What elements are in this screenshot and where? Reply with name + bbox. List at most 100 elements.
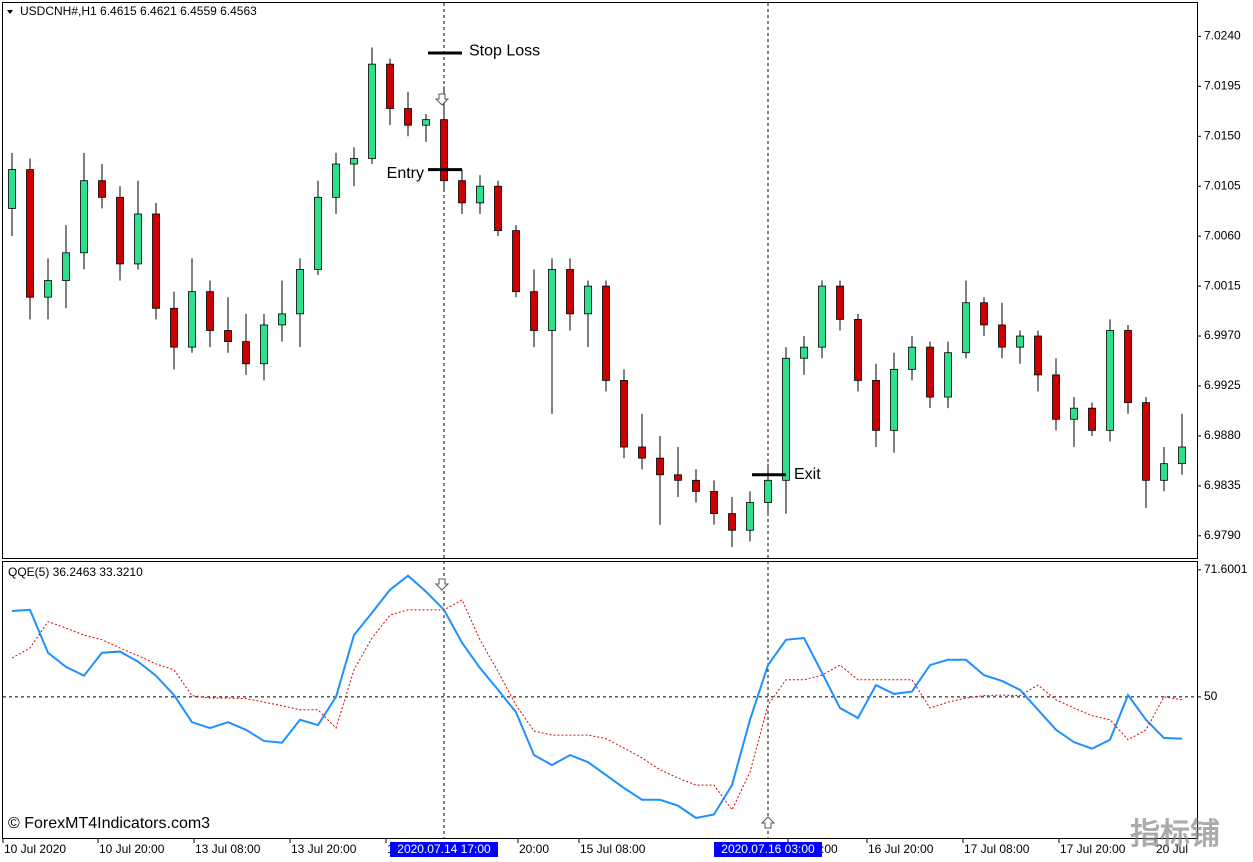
x-tick-label: 17 Jul 08:00 xyxy=(964,842,1030,856)
candle-body xyxy=(1052,374,1060,420)
x-tick-label: 16 Jul 20:00 xyxy=(868,842,934,856)
y-tick-label: 7.0105 xyxy=(1204,178,1241,192)
stop-loss-label: Stop Loss xyxy=(469,42,540,59)
candle-body xyxy=(530,291,538,331)
candle-body xyxy=(224,330,232,342)
candle-body xyxy=(1106,330,1114,431)
candle-body xyxy=(890,368,898,431)
candle-body xyxy=(296,269,304,315)
sell-arrow xyxy=(434,578,450,591)
candle-body xyxy=(944,352,952,398)
candle-body xyxy=(440,119,448,182)
candle-body xyxy=(116,196,124,265)
candle-body xyxy=(368,63,376,159)
x-tick-label: 20 Jul xyxy=(1156,842,1188,856)
candle-body xyxy=(494,185,502,232)
candle-body xyxy=(98,180,106,198)
y-tick-label: 7.0060 xyxy=(1204,228,1241,242)
price-panel xyxy=(2,2,1198,559)
candle-body xyxy=(386,63,394,109)
x-tick-label: 17 Jul 20:00 xyxy=(1060,842,1126,856)
crosshair-label: 2020.07.16 03:00 xyxy=(721,842,815,856)
x-tick-label: 20:00 xyxy=(519,842,549,856)
candle-body xyxy=(782,357,790,481)
candle-body xyxy=(854,318,862,381)
candle-body xyxy=(332,163,340,198)
candle-body xyxy=(836,285,844,320)
candle-body xyxy=(998,324,1006,348)
sell-arrow xyxy=(434,93,450,106)
candle-body xyxy=(656,457,664,476)
crosshair-label-box xyxy=(714,842,822,857)
candle-body xyxy=(8,169,16,209)
candle-body xyxy=(1178,446,1186,465)
candle-body xyxy=(692,479,700,492)
indicator-panel xyxy=(2,561,1198,839)
candle-body xyxy=(566,269,574,315)
candle-body xyxy=(800,346,808,359)
y-tick-label: 7.0150 xyxy=(1204,128,1241,142)
candle-body xyxy=(512,230,520,293)
candle-body xyxy=(584,285,592,315)
candle-body xyxy=(206,291,214,331)
y-tick-label: 6.9880 xyxy=(1204,428,1241,442)
candle-body xyxy=(242,341,250,365)
y-tick-label: 7.0195 xyxy=(1204,79,1241,93)
candle-body xyxy=(872,380,880,431)
exit-label: Exit xyxy=(794,466,821,483)
x-tick-label: 13 Jul 20:00 xyxy=(291,842,357,856)
watermark: © ForexMT4Indicators.com3 xyxy=(8,815,210,832)
candle-body xyxy=(1142,402,1150,481)
candle-body xyxy=(746,502,754,531)
y-tick-label: 71.6001 xyxy=(1204,562,1248,576)
logo: 指标铺 xyxy=(1130,818,1220,851)
candle-body xyxy=(728,513,736,531)
candle-body xyxy=(1088,407,1096,431)
candle-body xyxy=(278,313,286,326)
qqe-line xyxy=(11,574,1183,820)
crosshair-label-box xyxy=(390,842,498,857)
candle-body xyxy=(638,446,646,459)
candle-body xyxy=(620,380,628,448)
y-tick-label: 6.9790 xyxy=(1204,528,1241,542)
x-tick-label: 10 Jul 20:00 xyxy=(99,842,165,856)
x-tick-label: 15 Jul 08:00 xyxy=(580,842,646,856)
y-tick-label: 6.9970 xyxy=(1204,328,1241,342)
candle-body xyxy=(962,302,970,354)
y-tick-label: 50 xyxy=(1204,689,1218,703)
candle-body xyxy=(350,158,358,165)
x-tick-label: 10 Jul 2020 xyxy=(4,842,66,856)
candle-body xyxy=(422,119,430,126)
candle-body xyxy=(548,269,556,331)
y-tick-label: 6.9835 xyxy=(1204,478,1241,492)
price-title: USDCNH#,H1 6.4615 6.4621 6.4559 6.4563 xyxy=(20,4,257,18)
x-tick-label: 13 Jul 08:00 xyxy=(195,842,261,856)
candle-body xyxy=(926,346,934,398)
candle-body xyxy=(404,108,412,126)
candle-body xyxy=(314,196,322,270)
candle-body xyxy=(908,346,916,370)
crosshair-label: 2020.07.14 17:00 xyxy=(397,842,491,856)
indicator-title: QQE(5) 36.2463 33.3210 xyxy=(8,565,143,579)
candle-body xyxy=(1016,335,1024,348)
candle-body xyxy=(26,169,34,298)
candle-body xyxy=(62,252,70,281)
candle-body xyxy=(458,180,466,204)
candle-body xyxy=(674,474,682,481)
candle-body xyxy=(80,180,88,254)
candle-body xyxy=(980,302,988,326)
y-tick-label: 7.0015 xyxy=(1204,278,1241,292)
candle-body xyxy=(170,307,178,348)
entry-label: Entry xyxy=(387,165,424,182)
candle-body xyxy=(476,185,484,204)
candle-body xyxy=(710,491,718,515)
candle-body xyxy=(1070,407,1078,420)
candle-body xyxy=(818,285,826,348)
candle-body xyxy=(1160,463,1168,481)
candle-body xyxy=(1124,330,1132,404)
menu-triangle xyxy=(7,10,13,14)
candle-body xyxy=(1034,335,1042,376)
candle-body xyxy=(134,213,142,265)
